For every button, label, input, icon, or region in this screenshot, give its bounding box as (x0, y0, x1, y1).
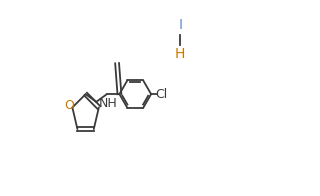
Text: O: O (64, 99, 74, 112)
Text: I: I (178, 18, 182, 32)
Text: H: H (175, 47, 186, 61)
Text: Cl: Cl (156, 88, 168, 101)
Text: NH: NH (99, 97, 117, 110)
